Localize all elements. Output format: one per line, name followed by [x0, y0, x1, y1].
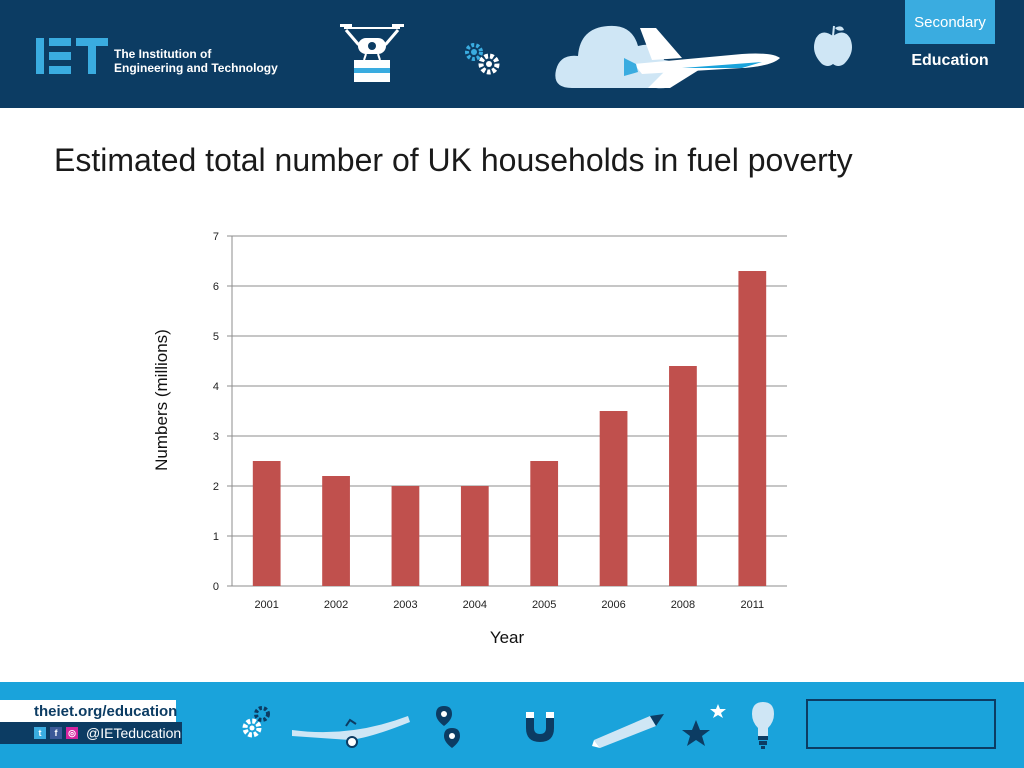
location-pin-icon — [436, 706, 460, 748]
bar-chart: 0 1 2 3 4 5 6 7 2001 2002 2003 2004 2005 2006 2008 201… — [152, 231, 787, 647]
magnet-icon — [526, 712, 554, 742]
x-tick-label: 2002 — [324, 599, 348, 611]
bar-2004 — [460, 486, 489, 586]
badge-education: Education — [911, 52, 989, 69]
bar-2006 — [599, 411, 628, 586]
y-tick-label: 5 — [213, 331, 219, 343]
y-tick-label: 2 — [213, 481, 219, 493]
footer-placeholder-box — [806, 699, 996, 749]
x-tick-label: 2003 — [393, 599, 417, 611]
chart-title: Estimated total number of UK households … — [54, 142, 853, 178]
footer-banner: theiet.org/education t f ◎ @IETeducation — [0, 682, 1024, 768]
x-tick-labels: 2001 2002 2003 2004 2005 2006 2008 2011 — [254, 599, 764, 611]
gears-icon — [465, 43, 500, 75]
bar-2001 — [252, 461, 281, 586]
org-name-line2: Engineering and Technology — [114, 61, 278, 75]
stars-icon — [682, 704, 726, 746]
bar-2003 — [391, 486, 420, 586]
social-handle[interactable]: @IETeducation — [86, 725, 182, 741]
secondary-education-badge: Secondary Education — [905, 0, 1024, 108]
twitter-icon[interactable]: t — [34, 727, 46, 739]
plane-icon — [292, 716, 410, 748]
x-tick-label: 2006 — [601, 599, 625, 611]
education-url-link[interactable]: theiet.org/education — [0, 700, 177, 722]
social-links: t f ◎ @IETeducation — [0, 722, 182, 744]
y-axis-label: Numbers (millions) — [152, 329, 171, 471]
x-tick-label: 2011 — [740, 599, 764, 611]
x-tick-label: 2008 — [671, 599, 695, 611]
iet-letters-icon — [36, 38, 108, 74]
drone-icon — [340, 24, 404, 82]
bars — [252, 271, 767, 586]
y-tick-label: 4 — [213, 381, 219, 393]
bar-2008 — [669, 366, 697, 586]
x-tick-label: 2001 — [254, 599, 278, 611]
gears-icon — [242, 706, 270, 738]
instagram-icon[interactable]: ◎ — [66, 727, 78, 739]
x-axis-label: Year — [490, 628, 525, 647]
bar-2005 — [530, 461, 559, 586]
bar-2002 — [322, 476, 350, 586]
pencil-icon — [592, 714, 664, 748]
header-banner: The Institution of Engineering and Techn… — [0, 0, 1024, 108]
org-name-line1: The Institution of — [114, 47, 212, 61]
facebook-icon[interactable]: f — [50, 727, 62, 739]
y-tick-label: 1 — [213, 531, 219, 543]
bar-2011 — [738, 271, 767, 586]
y-tick-labels: 0 1 2 3 4 5 6 7 — [213, 231, 219, 593]
space-shuttle-icon — [624, 28, 780, 88]
badge-secondary: Secondary — [905, 0, 995, 44]
x-tick-label: 2005 — [532, 599, 556, 611]
y-tick-label: 3 — [213, 431, 219, 443]
gridlines — [227, 235, 787, 587]
org-name: The Institution of Engineering and Techn… — [114, 47, 314, 75]
y-tick-label: 7 — [213, 231, 219, 243]
apple-icon — [814, 25, 852, 66]
y-tick-label: 6 — [213, 281, 219, 293]
x-tick-label: 2004 — [463, 599, 487, 611]
y-tick-label: 0 — [213, 581, 219, 593]
lightbulb-icon — [752, 702, 774, 749]
